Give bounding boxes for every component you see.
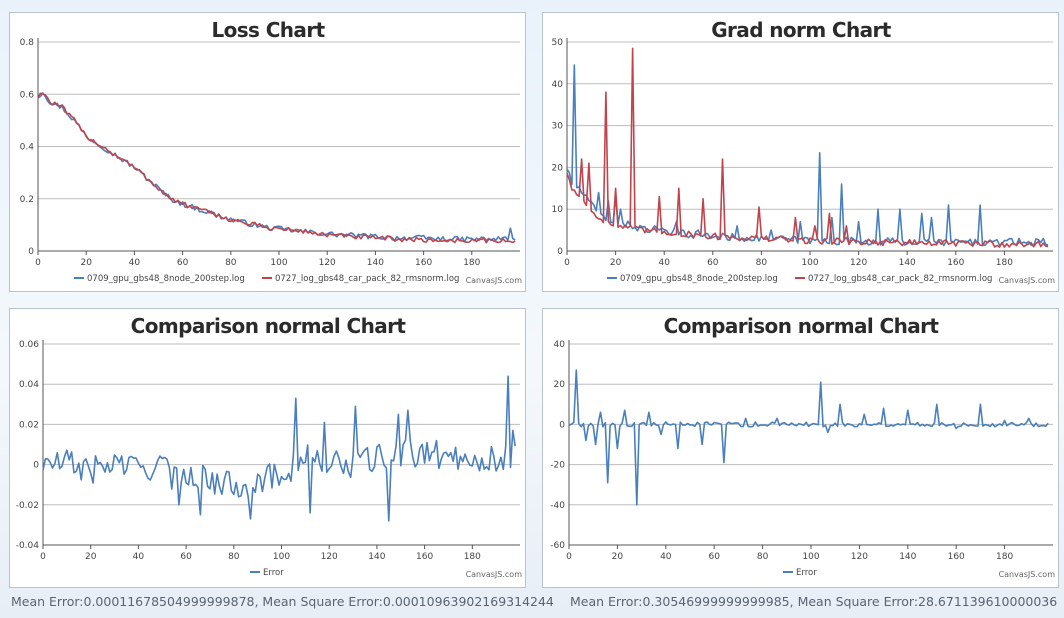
series-line-2: [37, 92, 516, 244]
y-tick-label: 0: [28, 247, 34, 257]
x-tick-label: 160: [948, 552, 965, 562]
y-tick-label: 0.6: [20, 90, 35, 100]
x-tick-label: 160: [416, 552, 433, 562]
y-tick-label: 20: [554, 380, 566, 390]
x-tick-label: 40: [658, 258, 670, 268]
y-tick-label: 10: [552, 205, 564, 215]
canvasjs-credit-link[interactable]: CanvasJS.com: [999, 276, 1056, 285]
y-tick-label: 20: [552, 163, 564, 173]
series-line-1: [37, 92, 516, 243]
x-tick-label: 60: [708, 552, 720, 562]
y-tick-label: 50: [552, 38, 564, 48]
x-tick-label: 80: [757, 552, 769, 562]
y-tick-label: 0: [559, 420, 565, 430]
x-tick-label: 20: [610, 258, 622, 268]
comparison-grad-chart: Comparison normal Chart -60 -40 -20 0 20 40 0 2…: [550, 314, 1056, 579]
x-tick-label: 0: [566, 552, 572, 562]
legend-label[interactable]: Error: [263, 568, 284, 578]
x-tick-label: 120: [319, 258, 336, 268]
series-line-1: [42, 375, 516, 522]
chart-title: Loss Chart: [211, 18, 325, 42]
x-tick-label: 40: [660, 552, 672, 562]
comparison-grad-chart-panel: Comparison normal Chart -60 -40 -20 0 20 40 0 2…: [542, 308, 1059, 588]
x-tick-label: 180: [464, 552, 481, 562]
comparison-loss-chart-panel: Comparison normal Chart -0.04 -0.02 0 0.02 0…: [9, 308, 526, 588]
loss-comparison-stats: Mean Error:0.00011678504999999878, Mean …: [11, 594, 554, 609]
y-tick-label: 0.04: [19, 380, 39, 390]
canvasjs-credit-link[interactable]: CanvasJS.com: [999, 570, 1056, 579]
legend-label[interactable]: 0709_gpu_gbs48_8node_200step.log: [87, 274, 245, 284]
x-tick-label: 140: [367, 258, 384, 268]
chart-legend[interactable]: 0709_gpu_gbs48_8node_200step.log 0727_log…: [607, 274, 992, 284]
chart-title: Comparison normal Chart: [664, 314, 940, 338]
x-tick-label: 40: [129, 258, 141, 268]
x-tick-label: 100: [802, 552, 819, 562]
series-line-1: [568, 369, 1049, 506]
legend-label[interactable]: Error: [796, 568, 817, 578]
legend-label[interactable]: 0709_gpu_gbs48_8node_200step.log: [620, 274, 778, 284]
chart-legend[interactable]: 0709_gpu_gbs48_8node_200step.log 0727_log…: [74, 274, 459, 284]
x-tick-label: 0: [35, 258, 41, 268]
x-tick-label: 80: [225, 258, 237, 268]
x-tick-label: 60: [180, 552, 192, 562]
x-tick-label: 0: [564, 258, 570, 268]
y-tick-label: 0.8: [20, 38, 35, 48]
x-tick-label: 140: [899, 258, 916, 268]
y-tick-label: -0.04: [16, 541, 40, 551]
comparison-loss-chart: Comparison normal Chart -0.04 -0.02 0 0.02 0…: [16, 314, 523, 579]
x-tick-label: 140: [368, 552, 385, 562]
x-tick-label: 120: [321, 552, 338, 562]
x-tick-label: 140: [899, 552, 916, 562]
loss-chart: Loss Chart 0 0.2 0.4 0.6 0.8 0 20 40 60 80 100 120 1…: [20, 18, 523, 285]
grad-norm-chart: Grad norm Chart 0 10 20 30 40 50 0 20 40 60 80 100 1…: [552, 18, 1056, 285]
x-tick-label: 180: [463, 258, 480, 268]
x-tick-label: 60: [707, 258, 719, 268]
y-tick-label: 40: [554, 340, 566, 350]
canvasjs-credit-link[interactable]: CanvasJS.com: [466, 276, 523, 285]
series-line-1: [566, 64, 1049, 247]
x-tick-label: 120: [851, 552, 868, 562]
y-tick-label: 30: [552, 122, 564, 132]
legend-label[interactable]: 0727_log_gbs48_car_pack_82_rmsnorm.log: [808, 274, 992, 284]
loss-chart-panel: Loss Chart 0 0.2 0.4 0.6 0.8 0 20 40 60 80 100 120 1…: [9, 12, 526, 292]
y-tick-label: -40: [550, 501, 565, 511]
x-tick-label: 20: [80, 258, 92, 268]
y-tick-label: -20: [550, 461, 565, 471]
y-tick-label: -60: [550, 541, 565, 551]
x-tick-label: 100: [801, 258, 818, 268]
x-tick-label: 160: [415, 258, 432, 268]
x-tick-label: 120: [850, 258, 867, 268]
x-tick-label: 60: [177, 258, 189, 268]
chart-legend[interactable]: Error: [250, 568, 284, 578]
x-tick-label: 40: [133, 552, 145, 562]
y-tick-label: 0.2: [20, 195, 34, 205]
y-tick-label: -0.02: [16, 501, 39, 511]
grad-norm-chart-panel: Grad norm Chart 0 10 20 30 40 50 0 20 40 60 80 100 1…: [542, 12, 1059, 292]
x-tick-label: 180: [996, 258, 1013, 268]
chart-legend[interactable]: Error: [783, 568, 817, 578]
x-tick-label: 80: [756, 258, 768, 268]
x-tick-label: 180: [996, 552, 1013, 562]
chart-title: Comparison normal Chart: [131, 314, 407, 338]
legend-label[interactable]: 0727_log_gbs48_car_pack_82_rmsnorm.log: [275, 274, 459, 284]
x-tick-label: 160: [947, 258, 964, 268]
x-tick-label: 0: [40, 552, 46, 562]
grad-comparison-stats: Mean Error:0.30546999999999985, Mean Squ…: [570, 594, 1058, 609]
x-tick-label: 100: [270, 258, 287, 268]
x-tick-label: 80: [228, 552, 240, 562]
x-tick-label: 20: [85, 552, 97, 562]
canvasjs-credit-link[interactable]: CanvasJS.com: [466, 570, 523, 579]
y-tick-label: 0: [33, 461, 39, 471]
y-tick-label: 40: [552, 80, 564, 90]
y-tick-label: 0: [557, 247, 563, 257]
x-tick-label: 100: [273, 552, 290, 562]
x-tick-label: 20: [612, 552, 624, 562]
series-line-2: [566, 47, 1049, 248]
y-tick-label: 0.02: [19, 420, 39, 430]
chart-title: Grad norm Chart: [711, 18, 892, 42]
y-tick-label: 0.4: [20, 143, 35, 153]
y-tick-label: 0.06: [19, 340, 39, 350]
